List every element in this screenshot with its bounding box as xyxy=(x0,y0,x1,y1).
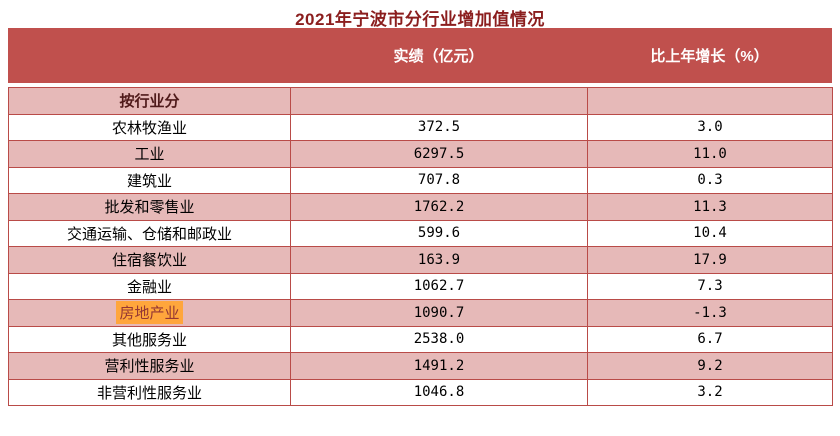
amount-cell: 599.6 xyxy=(290,219,588,247)
table-row: 住宿餐饮业 163.9 17.9 xyxy=(8,246,833,274)
table-row: 交通运输、仓储和邮政业 599.6 10.4 xyxy=(8,219,833,247)
amount-cell: 707.8 xyxy=(290,166,588,194)
section-empty-cell xyxy=(587,87,833,115)
industry-label-cell: 其他服务业 xyxy=(8,325,291,353)
section-empty-cell xyxy=(290,87,588,115)
growth-cell: 10.4 xyxy=(587,219,833,247)
page-title: 2021年宁波市分行业增加值情况 xyxy=(295,10,545,29)
table-row: 其他服务业 2538.0 6.7 xyxy=(8,325,833,353)
amount-cell: 1762.2 xyxy=(290,193,588,221)
table-row: 农林牧渔业 372.5 3.0 xyxy=(8,113,833,141)
industry-label-cell: 非营利性服务业 xyxy=(8,378,291,406)
industry-label-cell: 房地产业 xyxy=(8,299,291,327)
growth-cell: 9.2 xyxy=(587,352,833,380)
amount-cell: 2538.0 xyxy=(290,325,588,353)
table-row: 营利性服务业 1491.2 9.2 xyxy=(8,352,833,380)
growth-cell: 6.7 xyxy=(587,325,833,353)
section-label: 按行业分 xyxy=(8,87,291,115)
growth-cell: 7.3 xyxy=(587,272,833,300)
growth-cell: 3.2 xyxy=(587,378,833,406)
growth-cell: -1.3 xyxy=(587,299,833,327)
industry-label-cell: 交通运输、仓储和邮政业 xyxy=(8,219,291,247)
table-row: 金融业 1062.7 7.3 xyxy=(8,272,833,300)
table-row: 建筑业 707.8 0.3 xyxy=(8,166,833,194)
industry-table: 按行业分 农林牧渔业 372.5 3.0 工业 6297.5 11.0 建筑业 707.8 0.… xyxy=(8,87,833,406)
growth-cell: 17.9 xyxy=(587,246,833,274)
growth-cell: 3.0 xyxy=(587,113,833,141)
industry-label-cell: 住宿餐饮业 xyxy=(8,246,291,274)
amount-cell: 1090.7 xyxy=(290,299,588,327)
amount-cell: 1491.2 xyxy=(290,352,588,380)
amount-cell: 1062.7 xyxy=(290,272,588,300)
industry-label-cell: 建筑业 xyxy=(8,166,291,194)
amount-cell: 6297.5 xyxy=(290,140,588,168)
table-row: 批发和零售业 1762.2 11.3 xyxy=(8,193,833,221)
growth-cell: 11.3 xyxy=(587,193,833,221)
table-row: 工业 6297.5 11.0 xyxy=(8,140,833,168)
industry-label-cell: 农林牧渔业 xyxy=(8,113,291,141)
amount-cell: 1046.8 xyxy=(290,378,588,406)
table-row: 非营利性服务业 1046.8 3.2 xyxy=(8,378,833,406)
growth-cell: 0.3 xyxy=(587,166,833,194)
highlighted-industry-label[interactable]: 房地产业 xyxy=(116,301,183,325)
section-row: 按行业分 xyxy=(8,87,833,115)
table-header-row: 实绩（亿元） 比上年增长（%） xyxy=(8,28,832,83)
industry-label-cell: 工业 xyxy=(8,140,291,168)
col-header-amount: 实绩（亿元） xyxy=(393,48,484,65)
industry-label-cell: 金融业 xyxy=(8,272,291,300)
amount-cell: 372.5 xyxy=(290,113,588,141)
growth-cell: 11.0 xyxy=(587,140,833,168)
industry-label-cell: 批发和零售业 xyxy=(8,193,291,221)
industry-label-cell: 营利性服务业 xyxy=(8,352,291,380)
col-header-growth: 比上年增长（%） xyxy=(650,48,769,65)
table-row: 房地产业 1090.7 -1.3 xyxy=(8,299,833,327)
amount-cell: 163.9 xyxy=(290,246,588,274)
